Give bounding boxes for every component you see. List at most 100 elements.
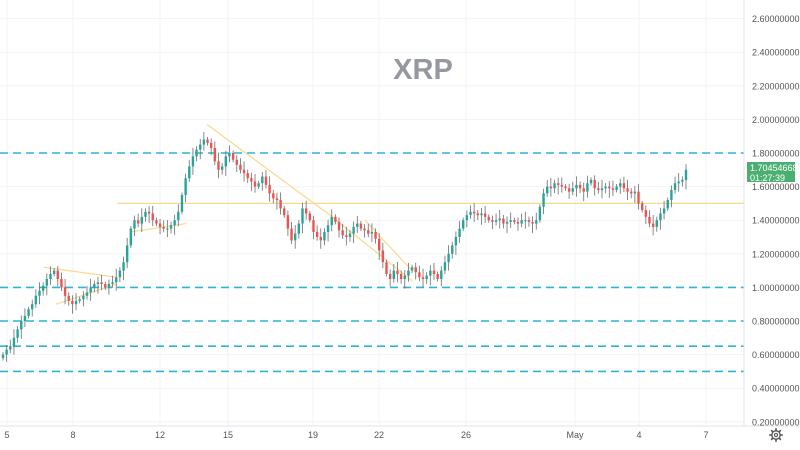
candle[interactable] bbox=[502, 214, 505, 229]
candle[interactable] bbox=[202, 132, 206, 151]
candle[interactable] bbox=[319, 228, 322, 249]
candle[interactable] bbox=[421, 268, 425, 288]
candle[interactable] bbox=[213, 141, 217, 166]
candle[interactable] bbox=[564, 184, 567, 191]
candle[interactable] bbox=[45, 273, 49, 296]
candle[interactable] bbox=[195, 146, 198, 162]
candle[interactable] bbox=[261, 171, 264, 191]
candle[interactable] bbox=[286, 210, 290, 236]
candle[interactable] bbox=[239, 158, 242, 174]
candle[interactable] bbox=[337, 217, 341, 238]
candle[interactable] bbox=[392, 264, 396, 283]
candle[interactable] bbox=[582, 182, 585, 202]
candle[interactable] bbox=[462, 217, 465, 232]
candle[interactable] bbox=[272, 189, 275, 204]
candle[interactable] bbox=[41, 282, 45, 296]
candle[interactable] bbox=[546, 180, 549, 198]
candle[interactable] bbox=[359, 221, 363, 232]
candle[interactable] bbox=[447, 245, 450, 271]
candle[interactable] bbox=[122, 256, 125, 281]
candle[interactable] bbox=[104, 281, 107, 290]
y-axis[interactable]: 2.60000000 2.40000000 2.20000000 2.00000000… bbox=[752, 14, 800, 427]
candle[interactable] bbox=[593, 175, 596, 196]
candle[interactable] bbox=[297, 220, 301, 239]
candle[interactable] bbox=[436, 271, 439, 282]
candle[interactable] bbox=[491, 215, 494, 230]
candle[interactable] bbox=[403, 270, 406, 289]
candle[interactable] bbox=[1, 352, 5, 361]
candle[interactable] bbox=[60, 272, 63, 292]
candle[interactable] bbox=[293, 225, 297, 249]
candle[interactable] bbox=[5, 345, 8, 362]
candle[interactable] bbox=[374, 228, 377, 244]
candle[interactable] bbox=[549, 178, 553, 197]
candle[interactable] bbox=[465, 210, 469, 228]
candle[interactable] bbox=[597, 181, 600, 194]
candle[interactable] bbox=[107, 279, 111, 295]
candle[interactable] bbox=[158, 219, 162, 235]
candle[interactable] bbox=[49, 266, 52, 286]
candle[interactable] bbox=[74, 293, 78, 311]
candle[interactable] bbox=[600, 179, 604, 199]
candle[interactable] bbox=[188, 159, 191, 182]
candle[interactable] bbox=[20, 315, 23, 339]
candle[interactable] bbox=[429, 265, 432, 286]
candle[interactable] bbox=[16, 325, 19, 343]
candle[interactable] bbox=[96, 276, 100, 294]
candle[interactable] bbox=[385, 259, 388, 277]
candle[interactable] bbox=[367, 223, 370, 238]
candle[interactable] bbox=[133, 215, 136, 236]
candle[interactable] bbox=[315, 225, 319, 241]
candle[interactable] bbox=[166, 220, 169, 237]
candle[interactable] bbox=[498, 209, 501, 229]
candle[interactable] bbox=[527, 216, 531, 227]
candle[interactable] bbox=[82, 291, 85, 307]
candle[interactable] bbox=[604, 183, 607, 194]
candle[interactable] bbox=[115, 268, 118, 291]
candle[interactable] bbox=[611, 180, 615, 197]
candle[interactable] bbox=[633, 186, 637, 203]
candle[interactable] bbox=[432, 263, 436, 281]
x-axis[interactable]: 5 8 12 15 19 22 26 May 4 7 bbox=[4, 430, 708, 440]
candle[interactable] bbox=[440, 266, 443, 287]
candle[interactable] bbox=[659, 207, 662, 230]
candle[interactable] bbox=[608, 181, 611, 198]
candle[interactable] bbox=[191, 147, 195, 175]
candle[interactable] bbox=[71, 295, 74, 314]
candle[interactable] bbox=[458, 221, 461, 244]
candle[interactable] bbox=[257, 180, 260, 190]
candle[interactable] bbox=[312, 215, 315, 240]
candle[interactable] bbox=[111, 275, 114, 288]
candle[interactable] bbox=[535, 212, 538, 230]
candle[interactable] bbox=[275, 192, 279, 210]
candle[interactable] bbox=[56, 266, 59, 287]
candle[interactable] bbox=[52, 268, 56, 277]
candle[interactable] bbox=[662, 200, 666, 220]
candle[interactable] bbox=[509, 212, 512, 228]
candle[interactable] bbox=[9, 339, 12, 354]
candle[interactable] bbox=[655, 216, 658, 232]
candle[interactable] bbox=[644, 205, 648, 225]
candle[interactable] bbox=[279, 192, 282, 215]
candle[interactable] bbox=[648, 210, 651, 228]
candle[interactable] bbox=[264, 169, 268, 189]
candle[interactable] bbox=[304, 200, 308, 220]
candle[interactable] bbox=[341, 223, 344, 240]
candle[interactable] bbox=[414, 262, 417, 280]
candle[interactable] bbox=[147, 206, 151, 224]
candle[interactable] bbox=[556, 177, 560, 195]
candle[interactable] bbox=[177, 204, 180, 227]
candle[interactable] bbox=[651, 214, 655, 236]
candle[interactable] bbox=[253, 174, 257, 193]
candle[interactable] bbox=[567, 183, 571, 199]
candle[interactable] bbox=[363, 224, 366, 238]
candle[interactable] bbox=[235, 155, 238, 172]
candle[interactable] bbox=[538, 204, 542, 223]
candle[interactable] bbox=[348, 230, 352, 242]
candle[interactable] bbox=[520, 213, 523, 228]
candle[interactable] bbox=[622, 176, 626, 192]
candle[interactable] bbox=[67, 292, 70, 306]
candle[interactable] bbox=[578, 181, 582, 194]
candle[interactable] bbox=[352, 221, 355, 244]
